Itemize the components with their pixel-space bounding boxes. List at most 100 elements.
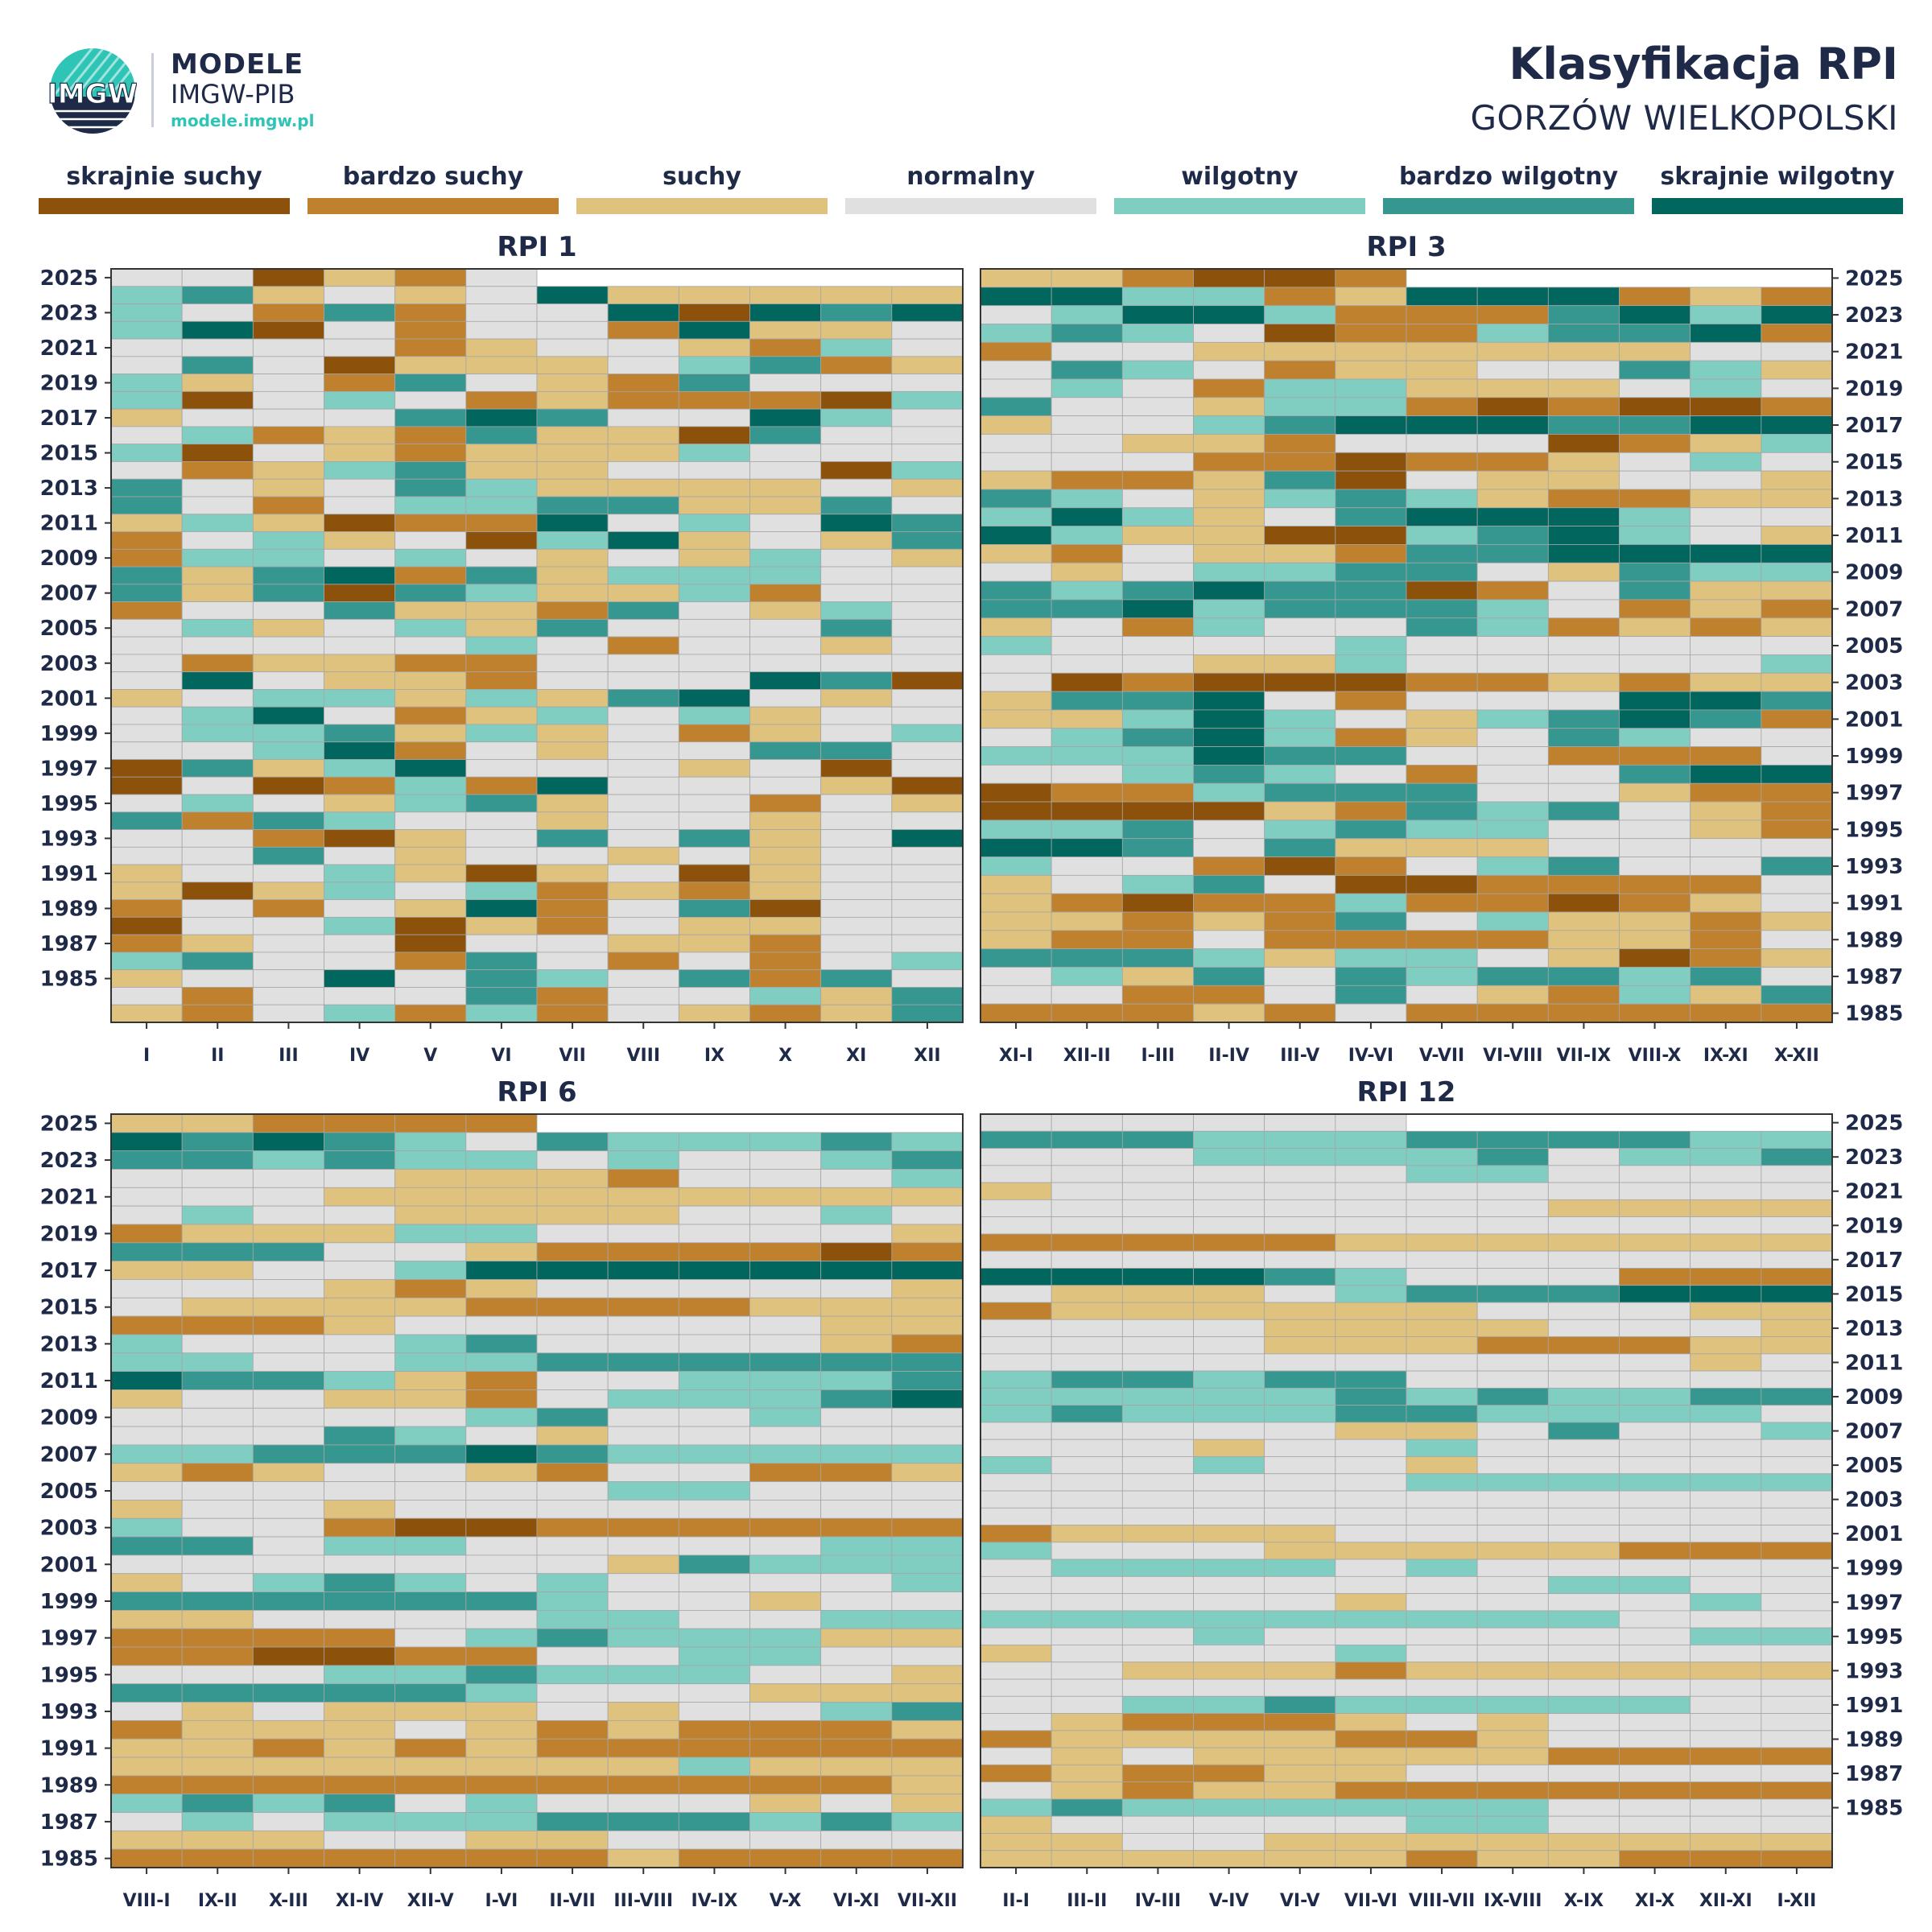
- panel-frame: [110, 268, 964, 1023]
- heatmap-cell: [1121, 1662, 1194, 1680]
- heatmap-cell: [1406, 893, 1478, 913]
- heatmap-cell: [181, 706, 254, 725]
- page-subtitle: GORZÓW WIELKOPOLSKI: [1470, 98, 1898, 138]
- heatmap-cell: [1547, 1850, 1620, 1868]
- heatmap-cell: [1619, 1815, 1691, 1834]
- heatmap-cell: [1051, 1730, 1123, 1748]
- heatmap-cell: [749, 741, 822, 760]
- heatmap-cell: [1406, 305, 1478, 324]
- heatmap-cell: [324, 408, 396, 427]
- heatmap-cell: [465, 952, 538, 971]
- heatmap-cell: [678, 461, 750, 480]
- heatmap-cell: [1335, 1199, 1407, 1218]
- heatmap-cell: [1619, 1405, 1691, 1423]
- heatmap-cell: [1121, 1387, 1194, 1406]
- heatmap-cell: [1335, 1439, 1407, 1457]
- heatmap-cell: [749, 689, 822, 708]
- heatmap-cell: [252, 1242, 324, 1262]
- heatmap-cell: [1264, 1678, 1336, 1697]
- heatmap-cell: [394, 1536, 467, 1556]
- y-tick-label: 1985: [1845, 1002, 1903, 1026]
- heatmap-cell: [678, 1169, 750, 1188]
- y-tick-label: 2001: [40, 1553, 98, 1577]
- heatmap-cell: [1690, 1148, 1762, 1166]
- heatmap-cell: [465, 1646, 538, 1666]
- heatmap-cell: [324, 934, 396, 953]
- heatmap-cell: [1476, 1268, 1549, 1286]
- brand-url-link[interactable]: modele.imgw.pl: [171, 111, 315, 130]
- heatmap-cell: [465, 724, 538, 743]
- heatmap-cell: [181, 1665, 254, 1685]
- heatmap-cell: [1121, 1645, 1194, 1663]
- heatmap-cell: [394, 1609, 467, 1629]
- heatmap-cell: [980, 1285, 1052, 1303]
- heatmap-cell: [1619, 1233, 1691, 1252]
- heatmap-cell: [181, 426, 254, 445]
- heatmap-cell: [181, 1426, 254, 1446]
- heatmap-cell: [181, 829, 254, 848]
- heatmap-cell: [1193, 268, 1265, 288]
- heatmap-cell: [1406, 1199, 1478, 1218]
- heatmap-cell: [891, 1315, 964, 1335]
- heatmap-cell: [1335, 1593, 1407, 1612]
- heatmap-cell: [394, 584, 467, 602]
- heatmap-cell: [394, 1719, 467, 1740]
- heatmap-cell: [1476, 1130, 1549, 1149]
- heatmap-cell: [749, 1536, 822, 1556]
- heatmap-cell: [394, 916, 467, 935]
- heatmap-cell: [252, 636, 324, 655]
- heatmap-cell: [1690, 838, 1762, 857]
- y-tick-label: 1987: [40, 1810, 98, 1835]
- heatmap-cell: [110, 1500, 183, 1519]
- heatmap-cell: [1406, 1268, 1478, 1286]
- heatmap-cell: [678, 338, 750, 357]
- heatmap-cell: [1121, 819, 1194, 840]
- heatmap-cell: [1547, 1233, 1620, 1252]
- heatmap-cell: [1051, 1387, 1123, 1406]
- heatmap-cell: [891, 496, 964, 515]
- logo: IMGW MODELE IMGW-PIB modele.imgw.pl: [48, 47, 322, 135]
- heatmap-cell: [980, 1678, 1052, 1697]
- heatmap-cell: [394, 881, 467, 901]
- heatmap-cell: [181, 566, 254, 585]
- heatmap-cell: [749, 1407, 822, 1427]
- heatmap-cell: [252, 566, 324, 585]
- heatmap-cell: [678, 1794, 750, 1813]
- heatmap-cell: [678, 1444, 750, 1464]
- heatmap-cell: [1619, 1456, 1691, 1475]
- heatmap-cell: [678, 408, 750, 427]
- heatmap-cell: [749, 390, 822, 410]
- panel-title: RPI 6: [497, 1076, 576, 1108]
- heatmap-cell: [1690, 1165, 1762, 1183]
- brand-name: MODELE: [171, 48, 304, 80]
- x-tick-label: X: [778, 1046, 792, 1066]
- heatmap-cell: [1761, 636, 1833, 655]
- heatmap-cell: [1547, 709, 1620, 729]
- heatmap-cell: [1051, 268, 1123, 288]
- heatmap-cell: [891, 794, 964, 813]
- heatmap-cell: [607, 1261, 679, 1280]
- heatmap-cell: [1547, 580, 1620, 601]
- heatmap-cell: [1406, 1165, 1478, 1183]
- heatmap-cell: [1193, 1575, 1265, 1595]
- heatmap-cell: [891, 1683, 964, 1703]
- legend: skrajnie suchy bardzo suchy suchy normalny w…: [39, 161, 1905, 217]
- heatmap-cell: [749, 514, 822, 532]
- heatmap-cell: [1193, 782, 1265, 803]
- heatmap-cell: [1761, 1387, 1833, 1406]
- heatmap-cell: [1547, 1678, 1620, 1697]
- heatmap-cell: [110, 934, 183, 953]
- heatmap-cell: [980, 1233, 1052, 1252]
- heatmap-cell: [607, 987, 679, 1005]
- heatmap-cell: [181, 408, 254, 427]
- heatmap-cell: [1547, 1199, 1620, 1218]
- heatmap-cell: [1335, 967, 1407, 986]
- heatmap-cell: [1335, 1558, 1407, 1577]
- heatmap-cell: [891, 303, 964, 322]
- x-tick-label: II-IV: [1208, 1046, 1249, 1066]
- heatmap-cell: [394, 794, 467, 813]
- heatmap-cell: [980, 1130, 1052, 1149]
- heatmap-cell: [678, 1554, 750, 1575]
- heatmap-cell: [1264, 801, 1336, 821]
- heatmap-cell: [1051, 1439, 1123, 1457]
